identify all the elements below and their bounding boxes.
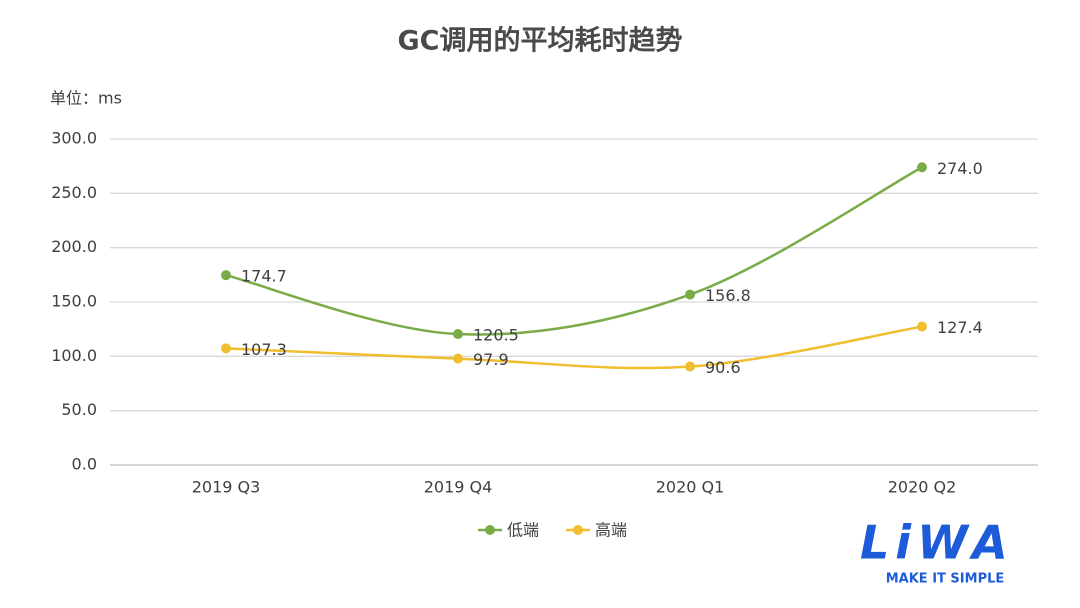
y-tick-label: 150.0 [51, 292, 97, 311]
data-label: 120.5 [473, 326, 519, 345]
data-point [917, 162, 927, 173]
legend-label: 低端 [507, 521, 539, 540]
data-point [685, 361, 695, 372]
x-tick-label: 2019 Q4 [424, 478, 493, 497]
logo-tagline: MAKE IT SIMPLE [886, 572, 1005, 587]
y-tick-label: 0.0 [72, 455, 97, 474]
legend-marker [485, 525, 495, 535]
x-tick-label: 2020 Q2 [888, 478, 957, 497]
legend-label: 高端 [595, 521, 627, 540]
x-tick-label: 2019 Q3 [192, 478, 261, 497]
data-label: 274.0 [937, 159, 983, 178]
data-label: 174.7 [241, 267, 287, 286]
y-tick-label: 200.0 [51, 237, 97, 256]
y-tick-label: 50.0 [61, 400, 97, 419]
data-label: 90.6 [705, 358, 741, 377]
y-tick-label: 250.0 [51, 183, 97, 202]
data-point [453, 353, 463, 364]
series-line [225, 166, 923, 336]
data-point [221, 343, 231, 354]
y-tick-label: 300.0 [51, 129, 97, 148]
unit-label: 单位：ms [50, 89, 122, 108]
x-tick-label: 2020 Q1 [656, 478, 725, 497]
chart-title: GC调用的平均耗时趋势 [398, 25, 683, 57]
legend-marker [573, 525, 583, 535]
data-point [453, 329, 463, 340]
data-point [685, 289, 695, 300]
series-line [225, 325, 923, 370]
data-point [221, 270, 231, 281]
data-point [917, 321, 927, 332]
data-label: 97.9 [473, 350, 509, 369]
y-tick-label: 100.0 [51, 346, 97, 365]
data-label: 107.3 [241, 340, 287, 359]
data-label: 156.8 [705, 286, 751, 305]
data-label: 127.4 [937, 318, 983, 337]
logo: LiWA [860, 516, 1014, 570]
